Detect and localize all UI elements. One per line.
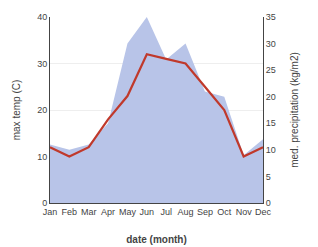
- svg-text:Mar: Mar: [81, 207, 97, 217]
- svg-text:0: 0: [266, 198, 271, 208]
- svg-text:Nov: Nov: [236, 207, 253, 217]
- svg-text:May: May: [119, 207, 137, 217]
- svg-text:Jun: Jun: [140, 207, 155, 217]
- svg-text:0: 0: [42, 198, 47, 208]
- svg-text:30: 30: [266, 39, 276, 49]
- svg-text:25: 25: [266, 65, 276, 75]
- svg-text:Apr: Apr: [101, 207, 115, 217]
- svg-text:Dec: Dec: [255, 207, 272, 217]
- svg-text:35: 35: [266, 12, 276, 22]
- svg-text:20: 20: [37, 105, 47, 115]
- svg-text:40: 40: [37, 12, 47, 22]
- svg-text:Jul: Jul: [160, 207, 172, 217]
- svg-text:10: 10: [37, 152, 47, 162]
- svg-text:Sep: Sep: [197, 207, 213, 217]
- svg-text:20: 20: [266, 92, 276, 102]
- svg-text:15: 15: [266, 118, 276, 128]
- svg-text:Aug: Aug: [178, 207, 194, 217]
- svg-text:Jan: Jan: [43, 207, 58, 217]
- svg-text:date (month): date (month): [126, 234, 187, 245]
- svg-text:5: 5: [266, 172, 271, 182]
- svg-text:med. precipitation (kg/m2): med. precipitation (kg/m2): [289, 52, 300, 168]
- svg-text:Feb: Feb: [62, 207, 78, 217]
- svg-text:max temp (C): max temp (C): [11, 80, 22, 141]
- svg-text:10: 10: [266, 145, 276, 155]
- svg-text:30: 30: [37, 59, 47, 69]
- svg-text:Oct: Oct: [217, 207, 232, 217]
